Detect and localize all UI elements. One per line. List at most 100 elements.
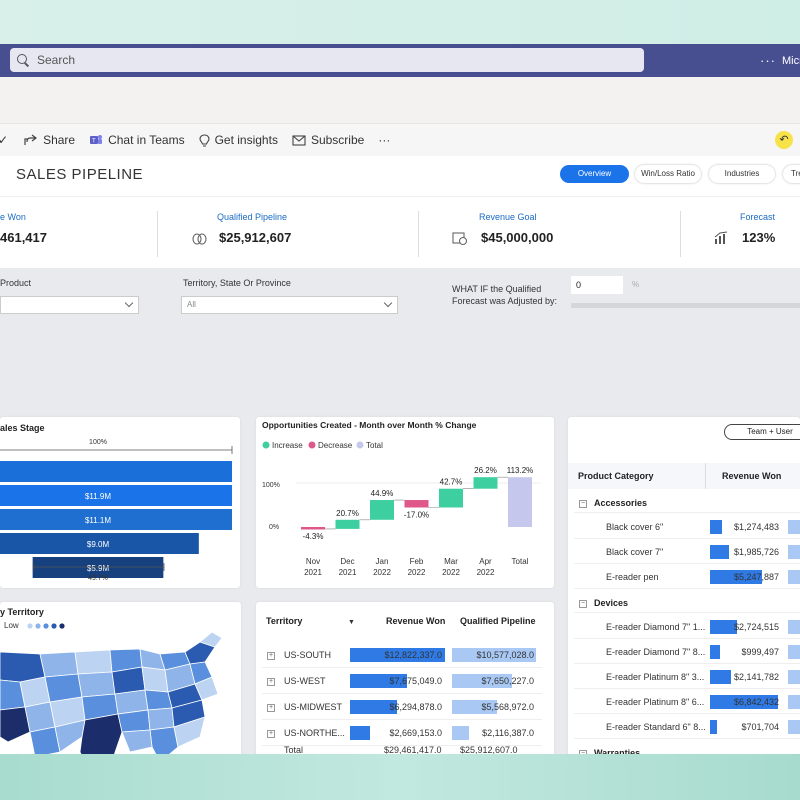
product-name[interactable]: E-reader Platinum 8" 3... (606, 672, 705, 682)
kpi-row: e Won 461,417 Qualified Pipeline $25,912… (0, 196, 800, 268)
expand-row-icon[interactable]: + (267, 678, 275, 686)
more-options-icon[interactable]: ··· (760, 53, 776, 68)
pipeline-bar (452, 648, 536, 662)
waterfall-bar[interactable] (301, 527, 325, 530)
product-name[interactable]: Black cover 6" (606, 522, 664, 532)
chat-label: Chat in Teams (108, 133, 185, 147)
pipeline-value: $7,650,227.0 (481, 676, 534, 686)
row-divider (574, 538, 800, 539)
opportunities-waterfall-card: Opportunities Created - Month over Month… (256, 417, 554, 588)
desktop-background-bottom (0, 754, 800, 800)
expand-row-icon[interactable]: + (267, 704, 275, 712)
map-title: y Territory (0, 607, 44, 617)
total-pipeline: $25,912,607.0 (460, 745, 518, 755)
kpi-value: $25,912,607 (219, 230, 292, 245)
product-name[interactable]: E-reader pen (606, 572, 659, 582)
nav-industries-button[interactable]: Industries (709, 165, 775, 183)
secondary-bar (788, 720, 800, 734)
legend-increase-marker (262, 441, 270, 449)
product-group-name[interactable]: Accessories (594, 498, 648, 508)
product-name[interactable]: Black cover 7" (606, 547, 664, 557)
col-territory[interactable]: Territory (266, 616, 303, 626)
col-revenue-won[interactable]: Revenue Won (386, 616, 446, 626)
nav-trends-button[interactable]: Tre (783, 165, 800, 183)
waterfall-bar[interactable] (508, 477, 532, 527)
revenue-bar (350, 700, 397, 714)
sort-descending-icon[interactable]: ▼ (348, 619, 355, 626)
col-product-category[interactable]: Product Category (578, 471, 654, 481)
expand-row-icon[interactable]: + (267, 730, 275, 738)
product-filter-dropdown[interactable] (0, 296, 139, 314)
whatif-slider[interactable] (571, 303, 800, 308)
search-input[interactable]: Search (10, 48, 644, 72)
funnel-bar[interactable] (0, 485, 232, 506)
row-divider (574, 563, 800, 564)
waterfall-bar[interactable] (473, 477, 498, 489)
product-group-name[interactable]: Warranties (594, 748, 641, 758)
lightbulb-icon (199, 133, 210, 147)
pipeline-bar (452, 726, 469, 740)
funnel-bar[interactable] (0, 461, 232, 482)
kpi-revenue-goal: Revenue Goal $45,000,000 (452, 197, 680, 269)
header-divider (705, 463, 706, 489)
row-divider (262, 667, 542, 668)
whatif-input[interactable]: 0 (571, 276, 623, 294)
territory-name[interactable]: US-SOUTH (284, 650, 331, 660)
waterfall-title: Opportunities Created - Month over Month… (262, 420, 477, 430)
col-revenue-won[interactable]: Revenue Won (722, 471, 782, 481)
funnel-bar-label: $5.9M (87, 564, 110, 573)
product-name[interactable]: E-reader Diamond 7" 8... (606, 647, 706, 657)
revenue-bar (710, 570, 763, 584)
row-divider (262, 693, 542, 694)
waterfall-bar[interactable] (370, 500, 394, 520)
share-button[interactable]: Share (24, 133, 75, 147)
teams-app-area: ✓ Share T Chat in Teams Get insights (0, 77, 800, 800)
waterfall-data-label: 20.7% (336, 509, 359, 518)
mail-icon (292, 134, 306, 146)
waterfall-bar[interactable] (335, 519, 360, 529)
row-divider (574, 713, 800, 714)
whatif-unit: % (632, 280, 640, 289)
waterfall-data-label: 113.2% (507, 466, 534, 475)
collapse-group-icon[interactable]: − (579, 500, 587, 508)
product-name[interactable]: E-reader Standard 6" 8... (606, 722, 706, 732)
waterfall-data-label: 44.9% (371, 489, 394, 498)
chat-in-teams-button[interactable]: T Chat in Teams (89, 133, 185, 147)
territory-filter-dropdown[interactable]: All (181, 296, 398, 314)
funnel-bar[interactable] (0, 509, 232, 530)
waterfall-bar[interactable] (404, 500, 429, 508)
get-insights-button[interactable]: Get insights (199, 133, 278, 147)
report-toolbar: ✓ Share T Chat in Teams Get insights (0, 123, 800, 156)
x-tick-label: 2022 (477, 568, 495, 577)
team-user-toggle[interactable]: Team + User (724, 424, 800, 440)
nav-overview-button[interactable]: Overview (560, 165, 629, 183)
collapse-group-icon[interactable]: − (579, 600, 587, 608)
kpi-label: Qualified Pipeline (217, 212, 288, 222)
check-icon[interactable]: ✓ (0, 133, 9, 147)
toolbar-more-icon[interactable]: ··· (378, 133, 391, 147)
product-name[interactable]: E-reader Platinum 8" 6... (606, 697, 705, 707)
subscribe-button[interactable]: Subscribe (292, 133, 364, 147)
funnel-bar[interactable] (32, 557, 164, 578)
col-qualified-pipeline[interactable]: Qualified Pipeline (460, 616, 536, 626)
x-tick-label: Total (512, 557, 529, 566)
undo-icon[interactable]: ↶ (775, 131, 793, 149)
product-name[interactable]: E-reader Diamond 7" 1... (606, 622, 706, 632)
row-divider (574, 738, 800, 739)
total-revenue: $29,461,417.0 (384, 745, 442, 755)
product-filter-label: Product (0, 278, 32, 288)
row-divider (574, 638, 800, 639)
territory-name[interactable]: US-WEST (284, 676, 326, 686)
total-label: Total (284, 745, 304, 755)
app-blank-strip (0, 77, 800, 123)
revenue-value: $999,497 (741, 647, 779, 657)
funnel-bar[interactable] (0, 533, 199, 554)
waterfall-bar[interactable] (439, 488, 463, 508)
expand-row-icon[interactable]: + (267, 652, 275, 660)
revenue-bar (350, 648, 445, 662)
territory-name[interactable]: US-NORTHE... (284, 728, 345, 738)
kpi-divider (418, 211, 419, 257)
product-group-name[interactable]: Devices (594, 598, 629, 608)
nav-win-loss-button[interactable]: Win/Loss Ratio (635, 165, 701, 183)
territory-name[interactable]: US-MIDWEST (284, 702, 342, 712)
